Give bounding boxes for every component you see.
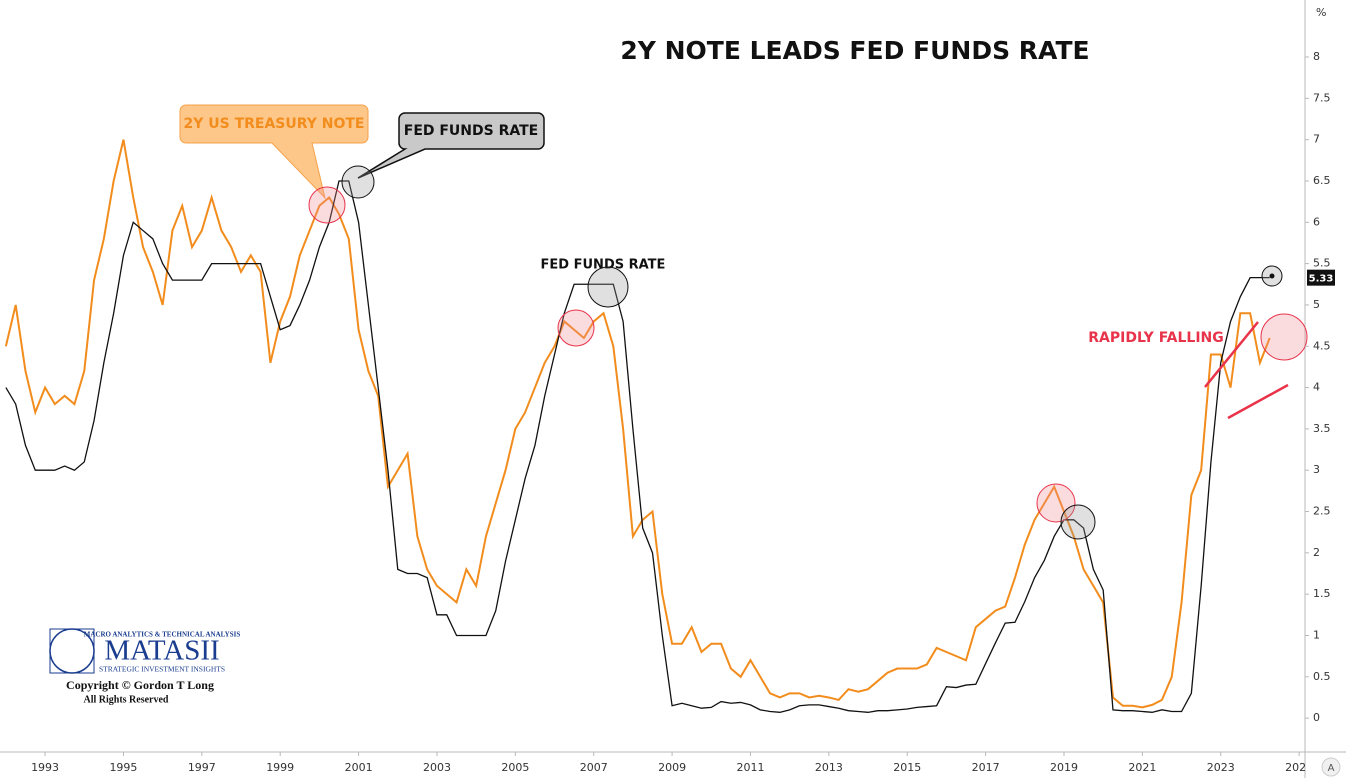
- x-tick-label: 2005: [501, 761, 529, 774]
- series-line: [4, 139, 1271, 709]
- highlight-circle: [557, 309, 595, 347]
- x-tick-label: 2025: [1285, 761, 1313, 774]
- scale-button-label[interactable]: A: [1328, 763, 1335, 774]
- x-tick-label: 2001: [345, 761, 373, 774]
- callout-box: [179, 104, 369, 200]
- highlight-circle: [587, 266, 629, 308]
- last-value-label: 5.33: [1309, 274, 1334, 285]
- x-tick-label: 2015: [893, 761, 921, 774]
- y-tick-label: 3.5: [1313, 422, 1331, 435]
- logo-subtitle: STRATEGIC INVESTMENT INSIGHTS: [99, 665, 225, 674]
- y-tick-label: 0: [1313, 711, 1320, 724]
- y-unit: %: [1316, 6, 1326, 19]
- annotation: FED FUNDS RATE: [541, 258, 666, 273]
- trend-line: [1204, 321, 1259, 388]
- x-tick-label: 2021: [1128, 761, 1156, 774]
- x-tick-label: 1997: [188, 761, 216, 774]
- x-tick-label: 2023: [1207, 761, 1235, 774]
- scale-button[interactable]: [1321, 757, 1341, 777]
- logo: MACRO ANALYTICS & TECHNICAL ANALYSIS MAT…: [49, 628, 241, 705]
- last-value-box: [1307, 269, 1335, 286]
- x-tick-label: 2011: [736, 761, 764, 774]
- callout-label: FED FUNDS RATE: [404, 123, 539, 139]
- y-tick-label: 1: [1313, 628, 1320, 641]
- logo-name: MATASII: [104, 635, 219, 667]
- highlight-circle: [341, 165, 375, 199]
- y-tick-label: 6: [1313, 215, 1320, 228]
- y-tick-label: 3: [1313, 463, 1320, 476]
- y-tick-label: 4.5: [1313, 339, 1331, 352]
- annotation: RAPIDLY FALLING: [1088, 330, 1224, 346]
- highlight-circle: [1036, 483, 1076, 523]
- y-tick-label: 2.5: [1313, 505, 1331, 518]
- y-tick-label: 0.5: [1313, 670, 1331, 683]
- x-tick-label: 2017: [972, 761, 1000, 774]
- rights: All Rights Reserved: [84, 694, 169, 705]
- y-tick-label: 6.5: [1313, 174, 1331, 187]
- x-tick-label: 1999: [266, 761, 294, 774]
- chart-title: 2Y NOTE LEADS FED FUNDS RATE: [620, 36, 1089, 65]
- copyright: Copyright © Gordon T Long: [66, 678, 214, 692]
- logo-emblem: [49, 628, 95, 674]
- x-tick-label: 2009: [658, 761, 686, 774]
- logo-tagline: MACRO ANALYTICS & TECHNICAL ANALYSIS: [84, 631, 241, 639]
- x-tick-label: 1995: [109, 761, 137, 774]
- x-tick-label: 2013: [815, 761, 843, 774]
- y-tick-label: 1.5: [1313, 587, 1331, 600]
- x-tick-label: 2007: [580, 761, 608, 774]
- x-tick-label: 2019: [1050, 761, 1078, 774]
- series-line: [5, 180, 1270, 713]
- highlights: [308, 165, 1308, 540]
- trend-line: [1227, 383, 1289, 420]
- highlight-circle: [1260, 313, 1308, 361]
- y-tick-label: 5.5: [1313, 257, 1331, 270]
- dot: [1269, 273, 1275, 279]
- callout-label: 2Y US TREASURY NOTE: [183, 116, 364, 132]
- highlight-circle: [1060, 504, 1096, 540]
- x-tick-label: 1993: [31, 761, 59, 774]
- y-tick-label: 8: [1313, 50, 1320, 63]
- y-tick-label: 2: [1313, 546, 1320, 559]
- y-tick-label: 7.5: [1313, 91, 1331, 104]
- y-tick-label: 7: [1313, 133, 1320, 146]
- highlight-circle: [308, 186, 346, 224]
- x-tick-label: 2003: [423, 761, 451, 774]
- y-tick-label: 4: [1313, 381, 1320, 394]
- y-tick-label: 5: [1313, 298, 1320, 311]
- callout-box: [357, 112, 545, 179]
